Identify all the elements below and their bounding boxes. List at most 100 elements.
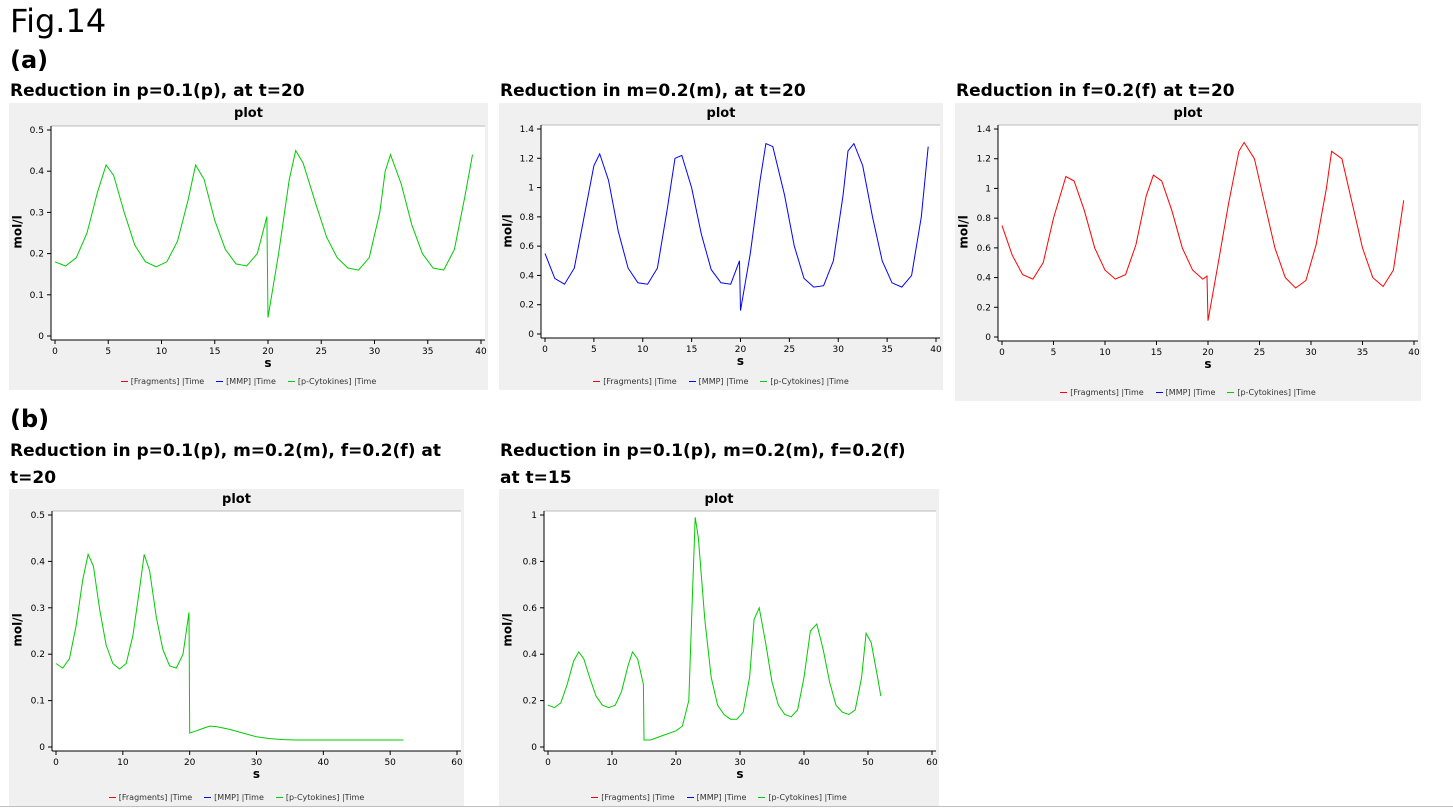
- legend: [Fragments] |Time [MMP] |Time [p-Cytokines…: [955, 388, 1421, 397]
- legend-item: [MMP] |Time: [1155, 388, 1215, 397]
- x-tick-label: 0: [52, 347, 58, 357]
- y-tick-label: 0.8: [520, 213, 535, 223]
- plot-title: plot: [704, 492, 734, 507]
- x-tick-label: 20: [1202, 348, 1214, 358]
- legend: [Fragments] |Time [MMP] |Time [p-Cytokines…: [499, 377, 943, 386]
- x-tick-label: 20: [262, 347, 274, 357]
- y-tick-label: 0.2: [977, 303, 991, 313]
- y-tick-label: 1.2: [520, 154, 534, 164]
- y-tick-label: 0.6: [977, 244, 992, 254]
- legend-swatch: [758, 797, 766, 798]
- legend: [Fragments] |Time [MMP] |Time [p-Cytokines…: [9, 793, 464, 802]
- legend-swatch: [1155, 392, 1163, 393]
- legend-item: [MMP] |Time: [688, 377, 749, 386]
- x-tick-label: 10: [117, 758, 129, 768]
- legend-item: [MMP] |Time: [204, 793, 264, 802]
- x-tick-label: 20: [735, 345, 747, 355]
- x-tick-label: 40: [1408, 348, 1420, 358]
- legend-label: [p-Cytokines] |Time: [1237, 388, 1316, 397]
- y-tick-label: 0.4: [523, 650, 538, 660]
- x-tick-label: 50: [384, 758, 396, 768]
- legend-item: [p-Cytokines] |Time: [275, 793, 365, 802]
- y-tick-label: 0.4: [520, 271, 535, 281]
- x-tick-label: 30: [734, 758, 746, 768]
- chart-svg: 00.20.40.60.810 10 20 30 40 50 60: [523, 510, 938, 768]
- x-axis-label: s: [736, 767, 744, 781]
- legend-swatch: [591, 797, 599, 798]
- x-tick-label: 10: [606, 758, 618, 768]
- y-axis-label: mol/l: [500, 213, 515, 248]
- y-tick-label: 0.3: [31, 604, 45, 614]
- y-tick-label: 1.2: [977, 155, 991, 165]
- x-axis-label: s: [264, 356, 272, 370]
- x-tick-label: 25: [316, 347, 327, 357]
- x-tick-label: 5: [105, 347, 111, 357]
- x-tick-label: 40: [475, 347, 487, 357]
- y-tick-label: 0.2: [31, 650, 45, 660]
- legend-label: [Fragments] |Time: [130, 377, 205, 386]
- x-tick-label: 25: [1254, 348, 1265, 358]
- legend-label: [p-Cytokines] |Time: [768, 793, 847, 802]
- x-tick-label: 35: [1357, 348, 1368, 358]
- x-tick-label: 20: [670, 758, 682, 768]
- y-tick-label: 0.8: [977, 214, 992, 224]
- legend-item: [p-Cytokines] |Time: [287, 377, 377, 386]
- caption-b1: Reduction in p=0.1(p), m=0.2(m), f=0.2(f…: [10, 441, 441, 488]
- x-tick-label: 25: [784, 345, 795, 355]
- bottom-rule: [0, 806, 1453, 807]
- plot-title: plot: [706, 106, 736, 121]
- legend-item: [Fragments] |Time: [108, 793, 192, 802]
- chart-svg: 0 0.1 0.2 0.3 0.4 0.5 0 5 10 15 20 25 30 35 40: [30, 125, 487, 357]
- y-tick-label: 0.2: [520, 301, 534, 311]
- x-tick-label: 5: [1051, 348, 1057, 358]
- legend-item: [Fragments] |Time: [593, 377, 677, 386]
- y-tick-label: 0.1: [30, 291, 44, 301]
- figure-title: Fig.14: [10, 2, 107, 40]
- legend: [Fragments] |Time [MMP] |Time [p-Cytokines…: [499, 793, 939, 802]
- legend-swatch: [287, 381, 295, 382]
- legend-item: [MMP] |Time: [216, 377, 276, 386]
- x-axis-label: s: [252, 767, 261, 781]
- legend-label: [MMP] |Time: [214, 793, 264, 802]
- legend-item: [p-Cytokines] |Time: [758, 793, 847, 802]
- x-tick-label: 0: [542, 345, 548, 355]
- panel-a-label: (a): [10, 46, 49, 74]
- series-line-0: [1001, 141, 1405, 321]
- y-tick-label: 1: [528, 184, 534, 194]
- y-tick-label: 0: [528, 330, 534, 340]
- y-tick-label: 0.5: [31, 511, 45, 521]
- caption-b2: Reduction in p=0.1(p), m=0.2(m), f=0.2(f…: [500, 441, 906, 488]
- x-tick-label: 40: [930, 345, 942, 355]
- x-tick-label: 0: [999, 348, 1005, 358]
- legend-swatch: [1060, 392, 1068, 393]
- x-tick-label: 60: [451, 758, 463, 768]
- x-tick-label: 35: [881, 345, 892, 355]
- x-tick-label: 10: [637, 345, 649, 355]
- y-tick-label: 0.4: [30, 167, 45, 177]
- caption-a3: Reduction in f=0.2(f) at t=20: [956, 81, 1235, 101]
- x-tick-label: 0: [545, 758, 551, 768]
- plot-area: [544, 511, 936, 751]
- chart-svg: 0 0.2 0.4 0.6 0.8 1 1.2 1.4 0 5 10 15 20 25 30 35 40: [977, 124, 1420, 358]
- y-tick-label: 1.4: [520, 125, 535, 135]
- y-axis-label: mol/l: [956, 215, 971, 249]
- y-tick-label: 0: [985, 333, 991, 343]
- legend-label: [MMP] |Time: [696, 793, 747, 802]
- legend-item: [p-Cytokines] |Time: [760, 377, 849, 386]
- legend-label: [p-Cytokines] |Time: [297, 377, 377, 386]
- plot-a3: plot 0 0.2 0.4 0.6 0.8 1 1.2 1.4 0 5 10 15 20 25 30 35 40…: [955, 103, 1421, 401]
- legend-label: [p-Cytokines] |Time: [285, 793, 365, 802]
- x-axis-label: s: [1204, 357, 1212, 371]
- plot-b1: plot 0 0.1 0.2 0.3 0.4 0.5 0 10 20 30 40 50 60 mol/l s […: [9, 489, 464, 806]
- legend-label: [Fragments] |Time: [603, 377, 677, 386]
- plot-b2: plot 0 0.2 0.4 0.6 0.8 1 0 10 20 30 40 50 60 mol/l s [Fr…: [499, 489, 939, 806]
- series-line-0: [544, 142, 929, 311]
- legend-label: [MMP] |Time: [698, 377, 749, 386]
- legend-label: [Fragments] |Time: [1070, 388, 1144, 397]
- plot-title: plot: [222, 492, 251, 507]
- x-tick-label: 30: [833, 345, 845, 355]
- x-axis-label: s: [736, 354, 745, 368]
- x-tick-label: 30: [251, 758, 263, 768]
- y-tick-label: 1: [985, 184, 991, 194]
- legend-label: [MMP] |Time: [226, 377, 276, 386]
